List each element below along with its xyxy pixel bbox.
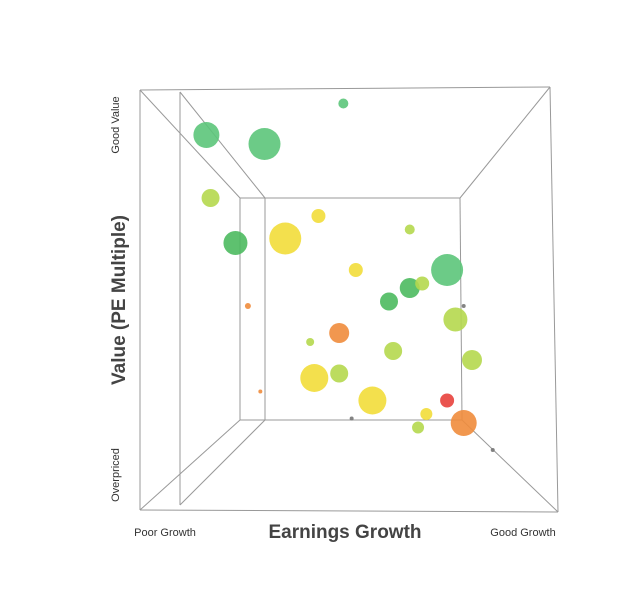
bubble [399,278,420,298]
bubble [443,307,468,332]
bubble [415,276,430,291]
bubble [461,304,466,308]
y-tick-label: Overpriced [110,448,122,502]
x-tick-label: Poor Growth [134,527,196,539]
bubble [223,231,248,255]
bubble [358,386,387,415]
bubble [450,410,477,436]
bubble [248,128,281,160]
bubble [404,224,415,235]
bubble [338,98,349,109]
bubble [431,254,464,286]
3d-box [139,86,559,513]
bubble [193,122,220,148]
y-tick-label: Good Value [110,96,122,153]
bubble [490,448,495,452]
bubble [348,263,363,277]
bubble [329,323,350,343]
bubble [306,338,315,346]
bubble [462,350,482,370]
x-axis-label: Earnings Growth [268,522,421,543]
bubble [349,416,354,421]
bubble [201,189,220,207]
bubble [311,209,326,223]
bubble [380,292,398,311]
bubble [269,222,302,255]
bubble [420,408,433,420]
bubble [440,393,455,408]
bubble [384,342,403,360]
y-axis-label: Value (PE Multiple) [109,215,130,385]
bubble [300,364,329,392]
bubble [330,364,349,383]
x-tick-label: Good Growth [490,527,555,539]
bubble [412,421,425,434]
bubble [244,303,251,309]
bubble [258,389,263,394]
